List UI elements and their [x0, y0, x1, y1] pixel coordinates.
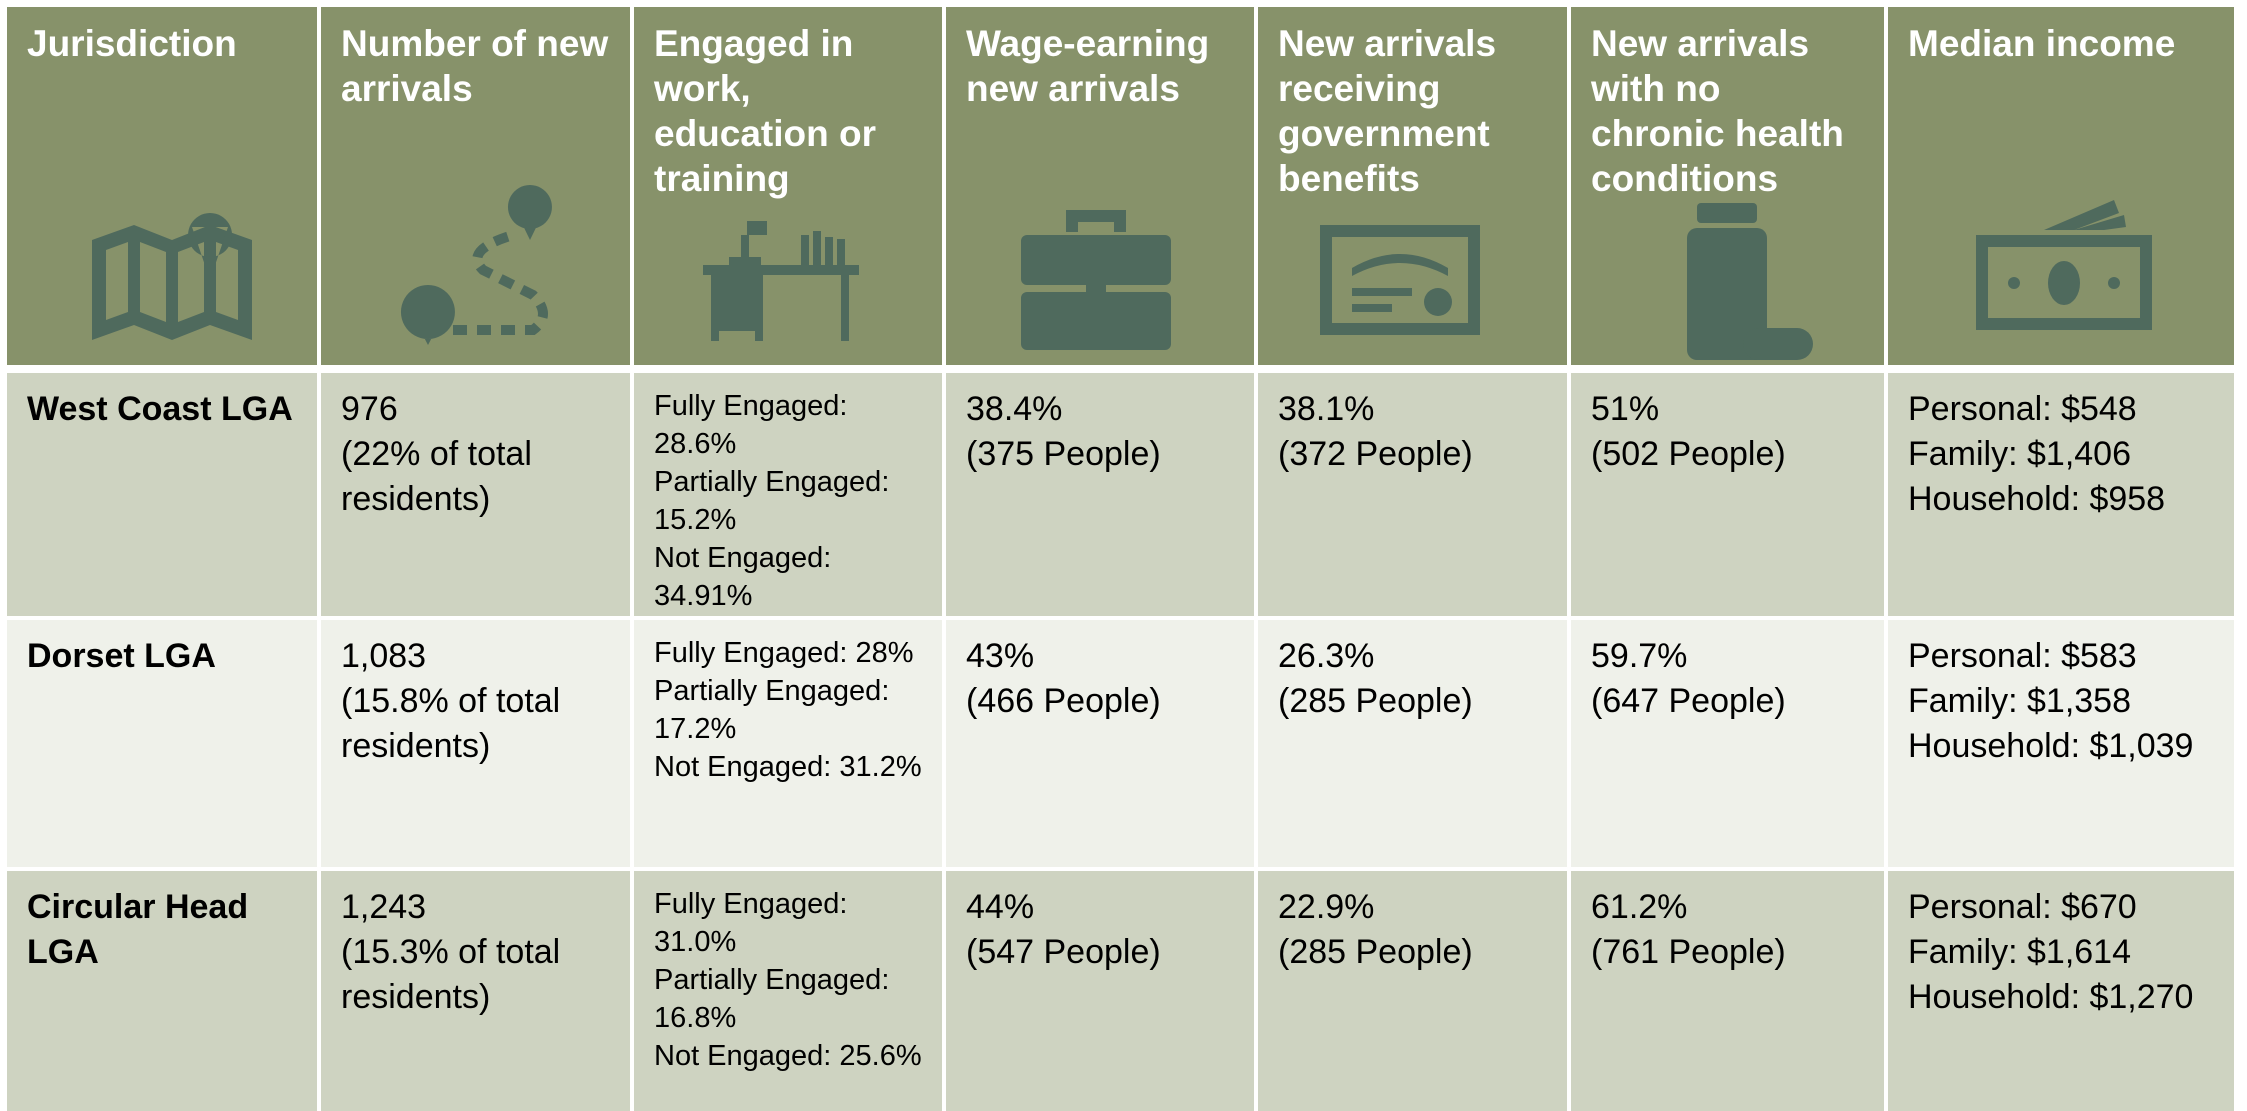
table-cell: West Coast LGA: [7, 373, 317, 616]
cell-text: (761 People): [1591, 933, 1786, 971]
table-cell: Personal: $583 Family: $1,358 Household: $…: [1888, 620, 2234, 867]
cell-text: 22.9%: [1278, 888, 1375, 926]
cell-text: 44%: [966, 888, 1035, 926]
cell-text: (285 People): [1278, 682, 1473, 720]
cell-text: New arrivals receiving government benefi…: [1278, 23, 1497, 199]
cell-text: 976: [341, 390, 398, 428]
header-cell: Wage-earning new arrivals: [946, 7, 1254, 365]
table-cell: Dorset LGA: [7, 620, 317, 867]
cell-text: Wage-earning new arrivals: [966, 23, 1210, 109]
cell-text: 1,083: [341, 637, 427, 675]
cell-text: Partially Engaged: 15.2%: [654, 466, 890, 536]
table-cell: 976 (22% of total residents): [321, 373, 630, 616]
table-cell: 43% (466 People): [946, 620, 1254, 867]
table-cell: 44% (547 People): [946, 871, 1254, 1111]
cell-text: Fully Engaged: 28%: [654, 637, 914, 669]
table-cell: 61.2% (761 People): [1571, 871, 1884, 1111]
header-cell: Number of new arrivals: [321, 7, 630, 365]
cell-text: 1,243: [341, 888, 427, 926]
cell-text: (15.3% of total residents): [341, 933, 561, 1016]
table-cell: Personal: $548 Family: $1,406 Household: $…: [1888, 373, 2234, 616]
cell-text: Personal: $670: [1908, 888, 2137, 926]
cell-text: Partially Engaged: 17.2%: [654, 675, 890, 745]
cell-text: Number of new arrivals: [341, 23, 609, 109]
cell-text: New arrivals with no chronic health cond…: [1591, 23, 1844, 199]
cell-text: Household: $958: [1908, 480, 2166, 518]
cell-text: (502 People): [1591, 435, 1786, 473]
table-cell: 1,243 (15.3% of total residents): [321, 871, 630, 1111]
cell-text: Circular Head LGA: [27, 888, 249, 971]
cell-text: (22% of total residents): [341, 435, 532, 518]
table-cell: 38.1% (372 People): [1258, 373, 1567, 616]
cell-text: Family: $1,358: [1908, 682, 2131, 720]
table-cell: Personal: $670 Family: $1,614 Household: $…: [1888, 871, 2234, 1111]
cell-text: 26.3%: [1278, 637, 1375, 675]
header-cell: New arrivals receiving government benefi…: [1258, 7, 1567, 365]
cell-text: (372 People): [1278, 435, 1473, 473]
cell-text: 43%: [966, 637, 1035, 675]
table-cell: Fully Engaged: 28% Partially Engaged: 17.…: [634, 620, 942, 867]
table-cell: Circular Head LGA: [7, 871, 317, 1111]
cell-text: Fully Engaged: 31.0%: [654, 888, 848, 958]
cell-text: Personal: $583: [1908, 637, 2137, 675]
table-cell: 26.3% (285 People): [1258, 620, 1567, 867]
cell-text: (285 People): [1278, 933, 1473, 971]
cell-text: (375 People): [966, 435, 1161, 473]
table-cell: 38.4% (375 People): [946, 373, 1254, 616]
cell-text: Engaged in work, education or training: [654, 23, 877, 199]
cell-text: Household: $1,039: [1908, 727, 2194, 765]
header-cell: New arrivals with no chronic health cond…: [1571, 7, 1884, 365]
table-cell: 1,083 (15.8% of total residents): [321, 620, 630, 867]
cell-text: Not Engaged: 25.6%: [654, 1040, 922, 1072]
cell-text: (547 People): [966, 933, 1161, 971]
header-cell: Median income: [1888, 7, 2234, 365]
header-cell: Jurisdiction: [7, 7, 317, 365]
cell-text: (466 People): [966, 682, 1161, 720]
cell-text: 59.7%: [1591, 637, 1688, 675]
cell-text: Not Engaged: 34.91%: [654, 542, 832, 612]
cell-text: Fully Engaged: 28.6%: [654, 390, 848, 460]
cell-text: 51%: [1591, 390, 1660, 428]
table-cell: 51% (502 People): [1571, 373, 1884, 616]
cell-text: Not Engaged: 31.2%: [654, 751, 922, 783]
cell-text: West Coast LGA: [27, 390, 293, 428]
cell-text: Personal: $548: [1908, 390, 2137, 428]
cell-text: (647 People): [1591, 682, 1786, 720]
cell-text: Family: $1,614: [1908, 933, 2131, 971]
table-cell: 22.9% (285 People): [1258, 871, 1567, 1111]
cell-text: Household: $1,270: [1908, 978, 2194, 1016]
table-cell: Fully Engaged: 28.6% Partially Engaged: 1…: [634, 373, 942, 616]
cell-text: 38.4%: [966, 390, 1063, 428]
cell-text: (15.8% of total residents): [341, 682, 561, 765]
table-cell: Fully Engaged: 31.0% Partially Engaged: 1…: [634, 871, 942, 1111]
cell-text: Median income: [1908, 23, 2176, 64]
cell-text: 61.2%: [1591, 888, 1688, 926]
cell-text: Family: $1,406: [1908, 435, 2131, 473]
cell-text: Partially Engaged: 16.8%: [654, 964, 890, 1034]
cell-text: 38.1%: [1278, 390, 1375, 428]
cell-text: Dorset LGA: [27, 637, 216, 675]
header-cell: Engaged in work, education or training: [634, 7, 942, 365]
cell-text: Jurisdiction: [27, 23, 237, 64]
table-cell: 59.7% (647 People): [1571, 620, 1884, 867]
